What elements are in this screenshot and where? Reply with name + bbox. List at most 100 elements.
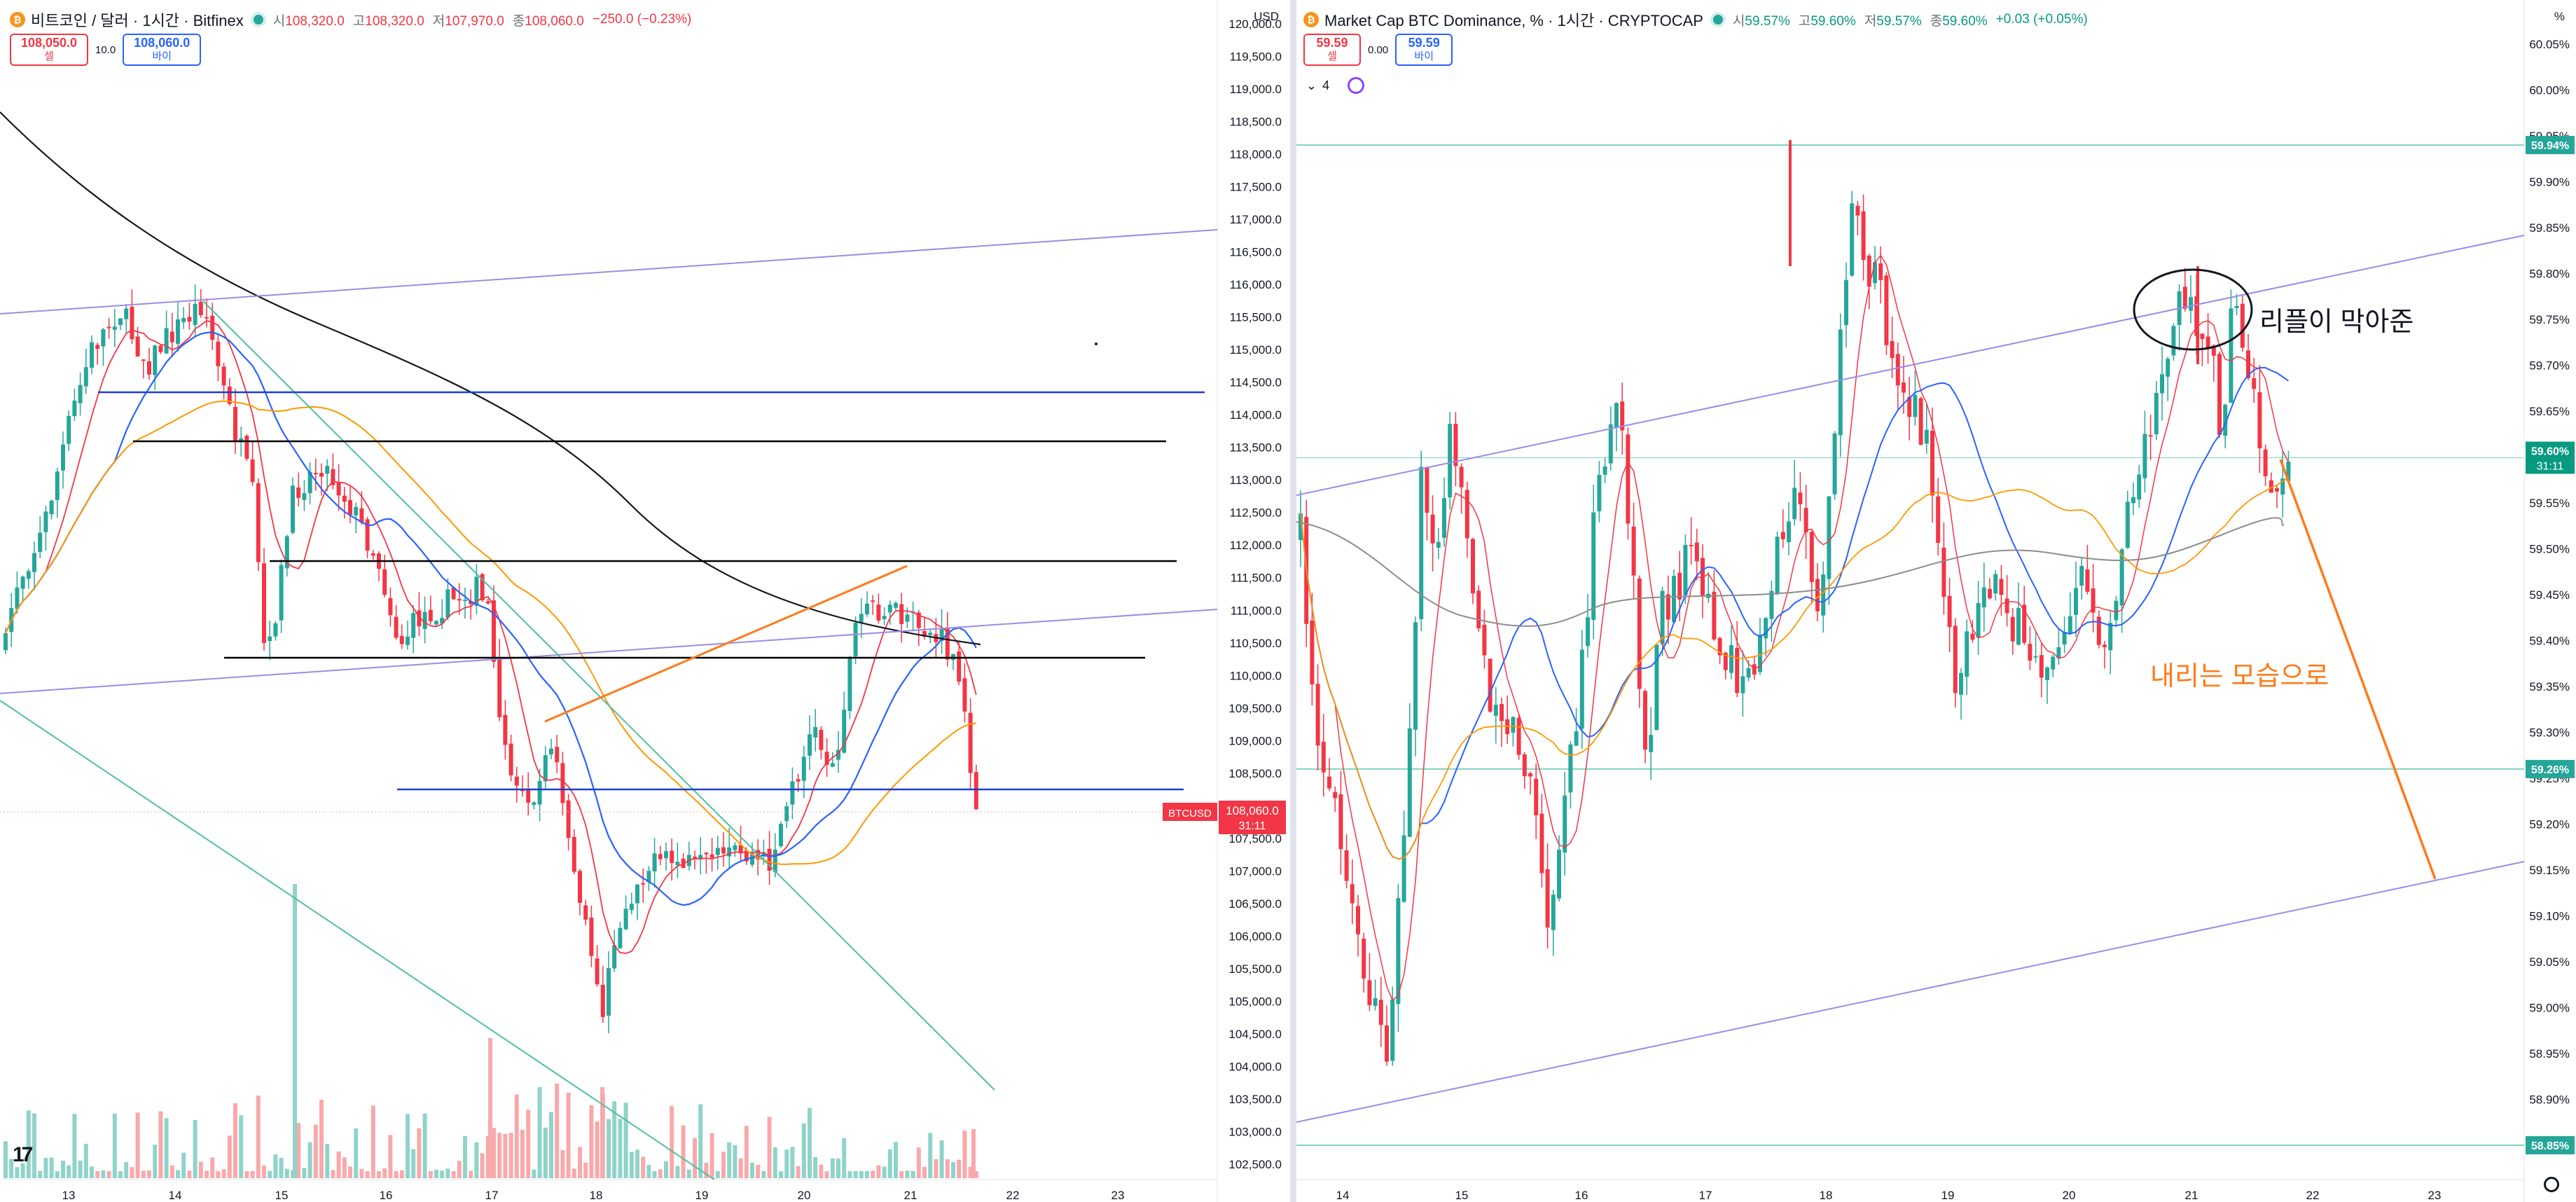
candle-body: [118, 318, 123, 325]
price-tick-label: 58.90%: [2529, 1093, 2570, 1107]
candle-body: [1832, 433, 1837, 495]
volume-bar: [916, 1147, 921, 1178]
ticker-tag: BTCUSD: [1168, 808, 1212, 820]
sell-button[interactable]: 108,050.0 셀: [10, 34, 88, 66]
candle-body: [808, 734, 812, 756]
candle-body: [698, 855, 703, 859]
sync-icon[interactable]: [1348, 77, 1365, 94]
candle-body: [1953, 626, 1958, 693]
symbol-title[interactable]: 비트코인 / 달러 · 1시간 · Bitfinex: [31, 12, 244, 29]
currency-label[interactable]: %: [2554, 10, 2565, 23]
volume-bar: [549, 1112, 553, 1178]
candle-body: [181, 317, 186, 322]
price-tick-label: 104,500.0: [1228, 1028, 1282, 1041]
candle-body: [2028, 644, 2033, 661]
ma-long-line: [1300, 476, 2289, 860]
bar-countdown: 31:11: [2537, 461, 2564, 473]
candle-body: [451, 587, 456, 600]
volume-bar: [124, 1162, 129, 1178]
time-tick-label: 23: [2428, 1189, 2442, 1202]
candle-body: [359, 508, 364, 523]
candle-body: [434, 621, 438, 625]
volume-bar: [20, 1163, 25, 1178]
candle-body: [153, 345, 158, 375]
candle-body: [2062, 631, 2067, 645]
buy-button[interactable]: 108,060.0 바이: [123, 34, 202, 66]
sell-button[interactable]: 59.59 셀: [1303, 34, 1361, 66]
candle-body: [176, 319, 180, 344]
candle-body: [1436, 541, 1441, 548]
volume-bar: [555, 1084, 560, 1178]
symbol-title[interactable]: Market Cap BTC Dominance, % · 1시간 · CRYP…: [1324, 12, 1703, 29]
level-tag: 58.85%: [2531, 1140, 2569, 1152]
indicators-toggle[interactable]: ⌄ 4: [1306, 77, 1365, 94]
candle-body: [537, 780, 542, 805]
volume-bar: [532, 1169, 536, 1178]
btc-dominance-chart-pane[interactable]: 60.05%60.00%59.95%59.90%59.85%59.80%59.7…: [1296, 0, 2576, 1202]
candle-body: [313, 473, 318, 475]
candle-body: [1321, 741, 1326, 773]
btcusd-chart-pane[interactable]: 120,000.0 119,500.0 119,000.0 118,500.0 118,…: [0, 0, 1290, 1202]
time-tick-label: 19: [1941, 1189, 1955, 1202]
candle-body: [1471, 539, 1475, 594]
candle-body: [2108, 623, 2113, 651]
candle-body: [2045, 667, 2049, 681]
volume-bar: [871, 1170, 875, 1178]
candle-body: [1608, 424, 1613, 464]
spread-value: 0.00: [1368, 43, 1389, 56]
btcusd-plot[interactable]: 120,000.0 119,500.0 119,000.0 118,500.0 118,…: [0, 0, 1290, 1202]
currency-label[interactable]: USD: [1254, 10, 1279, 23]
volume-bar: [55, 1170, 60, 1178]
candle-body: [962, 678, 967, 712]
volume-bar: [796, 1166, 801, 1178]
candle-body: [2091, 588, 2096, 613]
level-tag-bg: [2526, 1136, 2575, 1154]
settings-icon[interactable]: [2544, 1177, 2559, 1192]
volume-bar: [268, 1170, 272, 1178]
candle-body: [876, 605, 881, 621]
volume-bar: [371, 1105, 375, 1178]
volume-bar: [962, 1131, 967, 1178]
candle-body: [1970, 633, 1975, 640]
candle-body: [1902, 382, 1906, 393]
candle-body: [1539, 813, 1544, 873]
candle-body: [555, 747, 560, 763]
ohlc-open: 시59.57%: [1732, 13, 1790, 29]
trendline-green-lower: [0, 700, 715, 1180]
candle-body: [55, 471, 60, 500]
price-tick-label: 114,500.0: [1230, 376, 1282, 389]
pane-divider[interactable]: [1290, 0, 1296, 1202]
candle-body: [543, 755, 548, 782]
volume-bar: [922, 1166, 927, 1178]
volume-bar: [43, 1157, 48, 1178]
buy-button[interactable]: 59.59 바이: [1395, 34, 1453, 66]
time-tick-label: 19: [695, 1189, 709, 1202]
candle-body: [2039, 655, 2044, 678]
volume-bar: [589, 1105, 594, 1178]
candle-body: [773, 849, 777, 872]
candle-body: [1941, 547, 1946, 597]
volume-bar: [957, 1159, 962, 1178]
price-tick-label: 111,500.0: [1231, 572, 1282, 585]
candle-body: [957, 651, 962, 682]
ma-medium-line: [1300, 366, 2289, 860]
candle-body: [296, 487, 301, 498]
candle-body: [1407, 728, 1412, 837]
chevron-down-icon[interactable]: ⌄: [1306, 78, 1317, 92]
candle-body: [1453, 424, 1458, 467]
volume-bar: [836, 1158, 840, 1178]
candle-body: [1873, 262, 1877, 284]
candle-body: [485, 601, 490, 604]
candle-body: [526, 789, 531, 803]
volume-bar: [83, 1143, 88, 1178]
volume-bar: [72, 1114, 77, 1178]
btc-dominance-plot[interactable]: 60.05%60.00%59.95%59.90%59.85%59.80%59.7…: [1296, 0, 2576, 1202]
candle-body: [721, 847, 726, 854]
candle-body: [1534, 778, 1539, 815]
time-tick-label: 18: [1820, 1189, 1833, 1202]
candle-body: [1746, 668, 1751, 678]
tradingview-logo[interactable]: 17: [13, 1143, 33, 1166]
price-tick-label: 120,000.0: [1228, 18, 1282, 31]
candle-body: [1649, 735, 1654, 752]
candle-body: [549, 748, 553, 755]
